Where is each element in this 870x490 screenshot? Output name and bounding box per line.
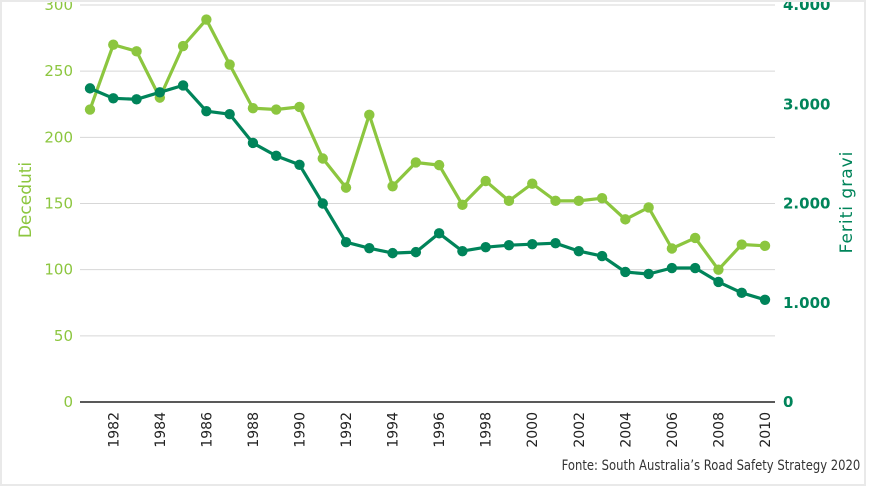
data-point bbox=[247, 137, 259, 149]
left-tick-label: 300 bbox=[44, 0, 73, 14]
data-point bbox=[503, 239, 515, 251]
data-point bbox=[317, 198, 328, 209]
right-axis-ticks: 0 1.000 2.000 3.000 4.000 bbox=[783, 0, 830, 411]
data-point bbox=[643, 202, 654, 213]
right-tick-label: 2.000 bbox=[783, 195, 830, 213]
data-point bbox=[550, 195, 561, 207]
data-point bbox=[759, 294, 771, 305]
data-point bbox=[84, 83, 96, 94]
right-tick-label: 1.000 bbox=[783, 294, 830, 312]
data-point bbox=[457, 199, 468, 211]
data-point bbox=[247, 103, 259, 114]
x-tick-label: 1986 bbox=[199, 412, 215, 448]
x-tick-label: 1984 bbox=[153, 412, 169, 448]
data-point bbox=[573, 195, 584, 207]
x-tick-label: 2006 bbox=[665, 412, 681, 448]
data-point bbox=[154, 87, 166, 98]
data-point bbox=[713, 264, 724, 275]
gridlines bbox=[80, 4, 775, 403]
left-axis-ticks: 0 50 100 150 200 250 300 bbox=[44, 0, 73, 411]
left-tick-label: 250 bbox=[44, 62, 73, 80]
data-point bbox=[317, 153, 328, 164]
data-point bbox=[666, 243, 678, 254]
series-deceduti bbox=[84, 14, 771, 275]
data-point bbox=[550, 238, 561, 249]
data-point bbox=[387, 181, 398, 192]
x-tick-label: 1998 bbox=[479, 412, 495, 448]
data-point bbox=[689, 262, 701, 274]
series-line bbox=[89, 83, 766, 302]
data-point bbox=[364, 242, 375, 254]
data-point bbox=[84, 104, 96, 115]
data-point bbox=[503, 195, 515, 207]
data-point bbox=[433, 228, 445, 239]
data-point bbox=[759, 240, 771, 252]
series-layer bbox=[84, 14, 771, 305]
data-point bbox=[643, 268, 654, 280]
left-tick-label: 100 bbox=[44, 261, 73, 279]
data-point bbox=[224, 108, 235, 120]
data-point bbox=[666, 262, 678, 274]
data-point bbox=[387, 247, 398, 259]
x-tick-label: 1988 bbox=[246, 412, 262, 448]
left-tick-label: 50 bbox=[54, 327, 73, 345]
x-tick-label: 2010 bbox=[758, 412, 774, 448]
data-point bbox=[620, 214, 631, 225]
data-point bbox=[224, 59, 235, 70]
data-point bbox=[294, 101, 305, 113]
x-axis-ticks: 1982 1984 1986 1988 1990 1992 1994 1996 1998 2000… bbox=[106, 412, 774, 448]
data-point bbox=[108, 39, 119, 50]
data-point bbox=[271, 150, 282, 162]
x-tick-label: 2008 bbox=[711, 412, 727, 448]
right-axis-label: Feriti gravi bbox=[837, 151, 857, 254]
data-point bbox=[340, 237, 352, 248]
series-line bbox=[88, 18, 766, 272]
data-point bbox=[108, 93, 119, 104]
x-tick-label: 2004 bbox=[618, 412, 634, 448]
x-tick-label: 1996 bbox=[432, 412, 448, 448]
data-point bbox=[201, 105, 212, 117]
data-point bbox=[410, 157, 422, 168]
data-point bbox=[713, 276, 724, 288]
left-axis-label: Deceduti bbox=[16, 162, 36, 238]
right-tick-label: 0 bbox=[783, 393, 793, 411]
x-tick-label: 1992 bbox=[339, 412, 355, 448]
data-point bbox=[201, 14, 212, 25]
data-point bbox=[177, 40, 189, 52]
data-point bbox=[480, 241, 491, 253]
x-tick-label: 2002 bbox=[572, 412, 588, 448]
data-point bbox=[271, 104, 282, 115]
data-point bbox=[340, 182, 352, 193]
series-feriti-gravi bbox=[84, 80, 771, 305]
data-point bbox=[480, 175, 491, 187]
data-point bbox=[527, 238, 538, 250]
data-point bbox=[433, 159, 445, 171]
x-tick-label: 1994 bbox=[386, 412, 402, 448]
data-point bbox=[736, 239, 747, 250]
data-point bbox=[457, 245, 468, 257]
data-point bbox=[596, 193, 608, 204]
data-point bbox=[364, 109, 375, 121]
data-point bbox=[131, 94, 142, 105]
data-point bbox=[131, 46, 142, 57]
data-point bbox=[177, 80, 189, 91]
x-tick-label: 1982 bbox=[106, 412, 122, 448]
data-point bbox=[573, 245, 584, 257]
data-point bbox=[596, 250, 608, 262]
source-note: Fonte: South Australia’s Road Safety Str… bbox=[561, 458, 860, 474]
x-tick-label: 2000 bbox=[525, 412, 541, 448]
right-tick-label: 3.000 bbox=[783, 95, 830, 113]
data-point bbox=[410, 246, 422, 258]
left-tick-label: 150 bbox=[44, 195, 73, 213]
data-point bbox=[689, 232, 701, 244]
left-tick-label: 0 bbox=[63, 393, 73, 411]
right-tick-label: 4.000 bbox=[783, 0, 830, 14]
left-tick-label: 200 bbox=[44, 128, 73, 146]
data-point bbox=[620, 266, 631, 278]
data-point bbox=[736, 287, 747, 299]
x-tick-label: 1990 bbox=[292, 412, 308, 448]
data-point bbox=[294, 159, 305, 170]
data-point bbox=[527, 178, 538, 189]
